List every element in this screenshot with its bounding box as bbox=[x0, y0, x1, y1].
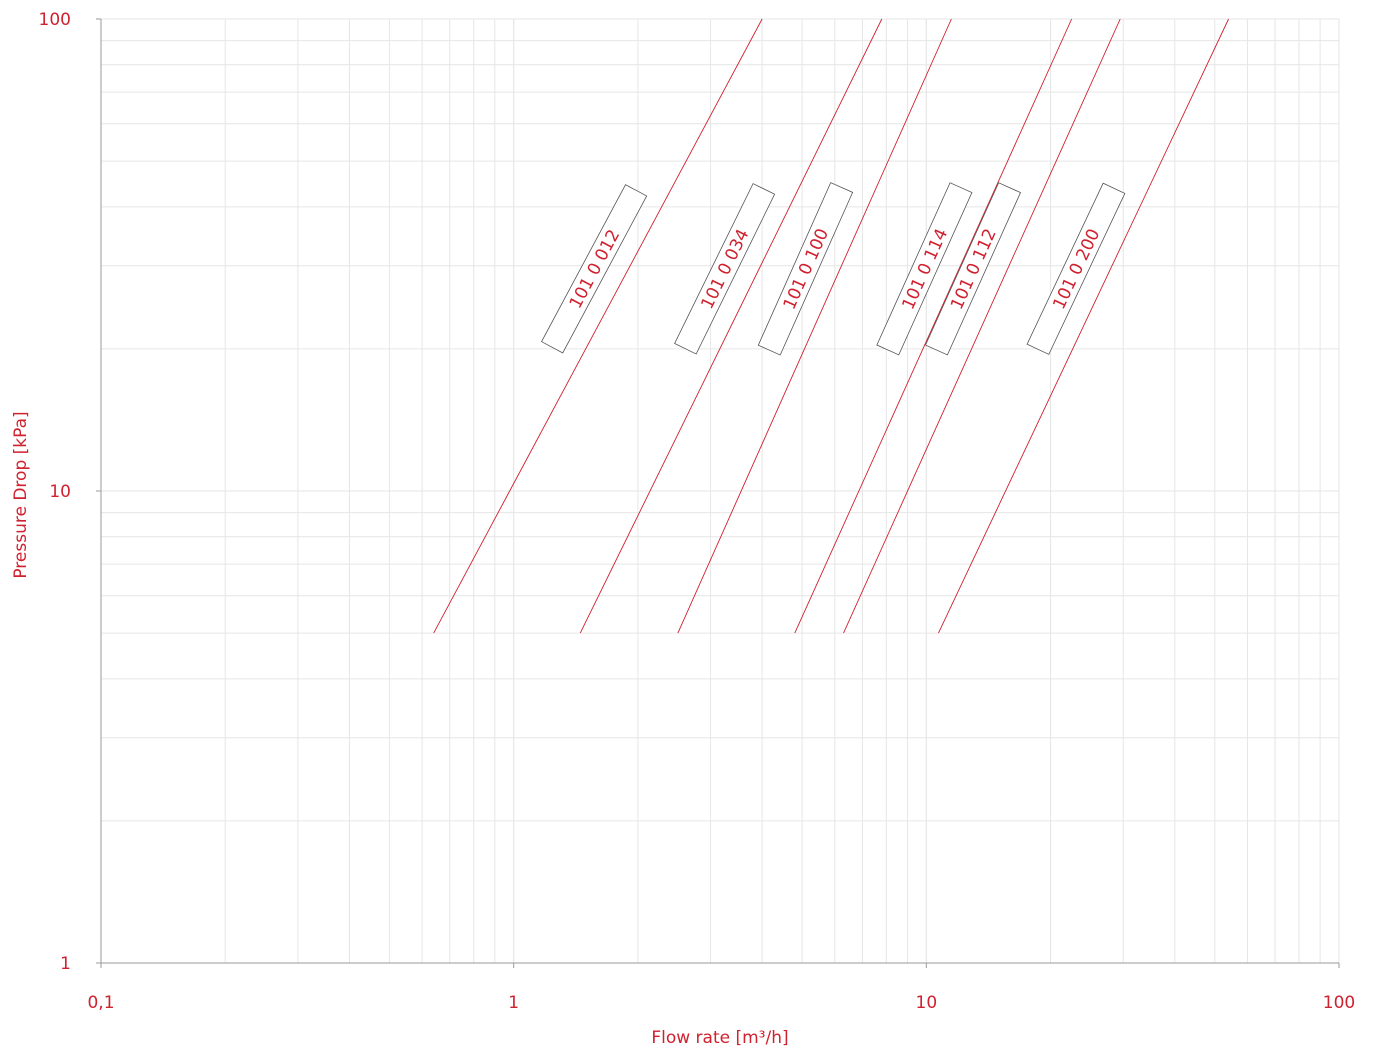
series-line bbox=[434, 19, 762, 633]
series-label-text: 101 0 012 bbox=[566, 226, 624, 312]
x-tick-label: 10 bbox=[916, 993, 938, 1013]
x-tick-label: 0,1 bbox=[87, 993, 114, 1013]
y-tick-label: 100 bbox=[39, 10, 71, 30]
series-label: 101 0 100 bbox=[758, 183, 852, 355]
x-ticks: 0,1 1 10 100 bbox=[87, 963, 1355, 1013]
y-tick-label: 10 bbox=[49, 482, 71, 502]
y-tick-label: 1 bbox=[60, 954, 71, 974]
x-axis-title: Flow rate [m³/h] bbox=[651, 1028, 788, 1048]
x-tick-label: 1 bbox=[508, 993, 519, 1013]
y-ticks: 1 10 100 bbox=[39, 10, 101, 974]
grid bbox=[101, 19, 1339, 963]
series-label: 101 0 012 bbox=[542, 185, 647, 353]
y-axis-title: Pressure Drop [kPa] bbox=[11, 411, 31, 578]
x-tick-label: 100 bbox=[1323, 993, 1355, 1013]
series-labels: 101 0 012 101 0 034 101 0 100 101 0 114101 … bbox=[542, 183, 1125, 355]
